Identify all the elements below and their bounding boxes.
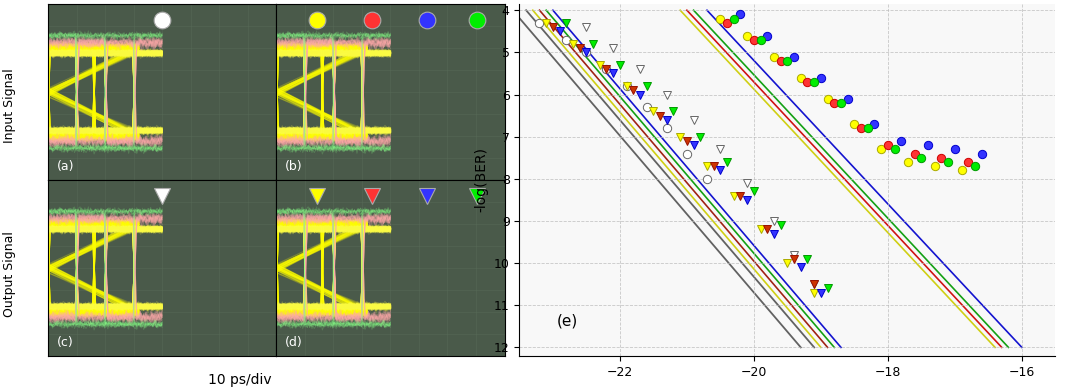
Text: (d): (d) [286, 336, 303, 349]
Text: Output Signal: Output Signal [3, 231, 16, 317]
Text: (e): (e) [556, 314, 578, 329]
Text: Input Signal: Input Signal [3, 68, 16, 143]
Text: (b): (b) [286, 160, 303, 173]
Text: (a): (a) [58, 160, 75, 173]
Text: 10 ps/div: 10 ps/div [208, 373, 272, 387]
Text: (c): (c) [58, 336, 74, 349]
Y-axis label: -log(BER): -log(BER) [474, 147, 488, 212]
